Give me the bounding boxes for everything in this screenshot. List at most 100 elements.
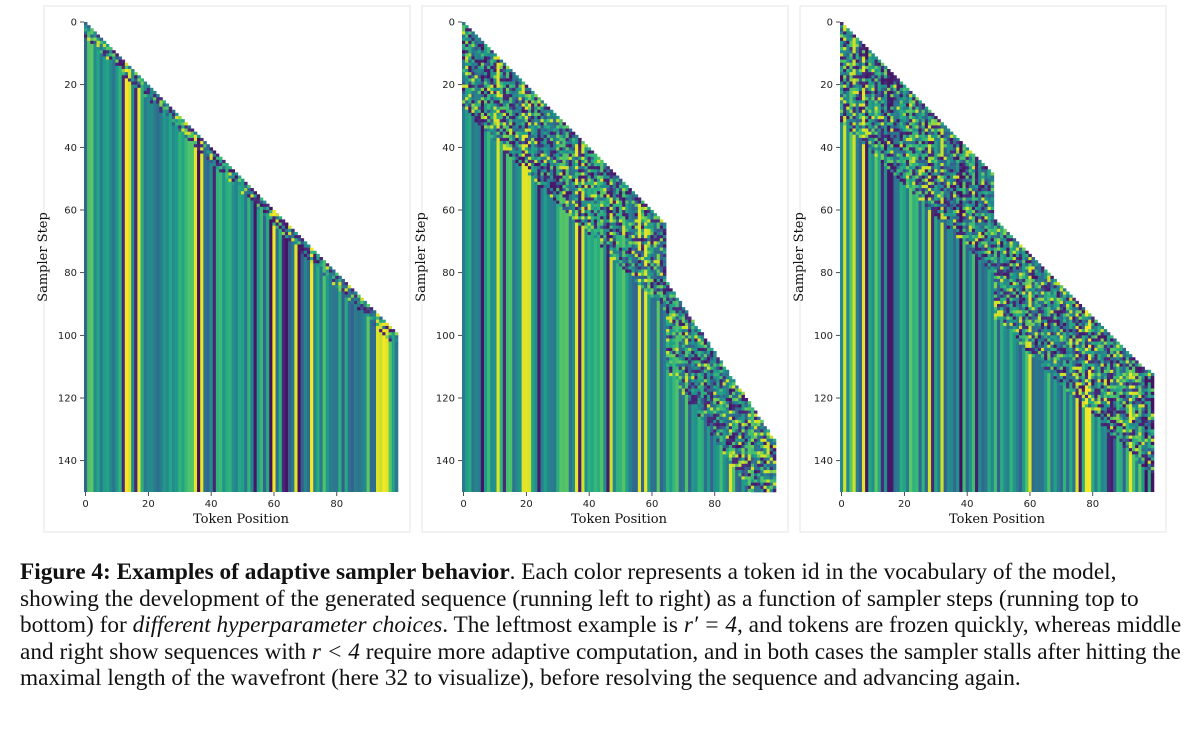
heatmap-cell bbox=[924, 197, 929, 201]
heatmap-cell bbox=[628, 219, 632, 223]
heatmap-cell bbox=[499, 116, 504, 120]
heatmap-cell bbox=[684, 313, 689, 317]
heatmap-cell bbox=[868, 144, 872, 148]
heatmap-cell bbox=[524, 134, 529, 139]
heatmap-cell bbox=[937, 200, 941, 205]
heatmap-column bbox=[666, 369, 670, 492]
heatmap-cell bbox=[546, 153, 551, 158]
heatmap-cell bbox=[493, 78, 497, 82]
heatmap-column bbox=[137, 90, 141, 493]
heatmap-cell bbox=[706, 385, 711, 389]
heatmap-cell bbox=[631, 200, 635, 205]
heatmap-cell bbox=[634, 231, 639, 236]
heatmap-cell bbox=[225, 172, 229, 176]
heatmap-cell bbox=[483, 122, 488, 126]
heatmap-cell bbox=[647, 260, 651, 264]
heatmap-cell bbox=[883, 78, 888, 82]
heatmap-cell bbox=[96, 40, 100, 45]
heatmap-cell bbox=[905, 131, 910, 136]
heatmap-cell bbox=[747, 466, 752, 471]
heatmap-cell bbox=[861, 78, 866, 82]
heatmap-cell bbox=[934, 166, 938, 170]
heatmap-cell bbox=[524, 169, 529, 173]
heatmap-cell bbox=[946, 137, 951, 142]
heatmap-cell bbox=[631, 191, 635, 195]
heatmap-cell bbox=[587, 191, 592, 195]
heatmap-cell bbox=[843, 97, 847, 101]
heatmap-cell bbox=[515, 144, 519, 148]
heatmap-cell bbox=[165, 103, 170, 107]
heatmap-cell bbox=[499, 81, 504, 85]
heatmap-cell bbox=[540, 172, 544, 176]
heatmap-cell bbox=[943, 147, 948, 151]
heatmap-column bbox=[281, 235, 286, 492]
heatmap-cell bbox=[728, 423, 733, 427]
heatmap-cell bbox=[874, 134, 878, 139]
heatmap-cell bbox=[940, 134, 944, 139]
heatmap-cell bbox=[937, 175, 941, 179]
heatmap-cell bbox=[546, 131, 551, 136]
heatmap-cell bbox=[883, 90, 888, 95]
heatmap-cell bbox=[760, 463, 764, 468]
heatmap-cell bbox=[893, 163, 897, 167]
heatmap-cell bbox=[890, 166, 894, 170]
heatmap-cell bbox=[143, 90, 148, 95]
heatmap-cell bbox=[940, 128, 944, 132]
heatmap-cell bbox=[121, 62, 126, 67]
heatmap-cell bbox=[722, 435, 727, 440]
heatmap-cell bbox=[672, 369, 676, 374]
heatmap-cell bbox=[515, 81, 519, 85]
heatmap-cell bbox=[678, 341, 683, 346]
heatmap-cell bbox=[612, 175, 617, 179]
heatmap-cell bbox=[515, 103, 519, 107]
heatmap-cell bbox=[943, 213, 948, 217]
heatmap-cell bbox=[865, 75, 869, 79]
heatmap-cell bbox=[959, 213, 963, 217]
heatmap-cell bbox=[706, 423, 711, 427]
heatmap-cell bbox=[499, 97, 504, 101]
heatmap-cell bbox=[209, 156, 214, 161]
heatmap-cell bbox=[647, 275, 651, 280]
heatmap-cell bbox=[531, 125, 535, 129]
heatmap-cell bbox=[369, 313, 374, 317]
heatmap-cell bbox=[747, 435, 752, 440]
heatmap-cell bbox=[927, 150, 932, 154]
heatmap-cell bbox=[956, 206, 960, 211]
heatmap-cell bbox=[896, 137, 900, 142]
heatmap-cell bbox=[597, 194, 601, 198]
heatmap-column bbox=[543, 191, 548, 492]
heatmap-cell bbox=[887, 163, 891, 167]
heatmap-cell bbox=[949, 166, 954, 170]
heatmap-cell bbox=[303, 247, 308, 252]
heatmap-cell bbox=[766, 466, 771, 471]
heatmap-cell bbox=[747, 457, 752, 461]
heatmap-cell bbox=[968, 200, 973, 205]
heatmap-cell bbox=[534, 163, 538, 167]
heatmap-cell bbox=[937, 156, 941, 161]
heatmap-cell bbox=[505, 122, 510, 126]
heatmap-cell bbox=[909, 150, 913, 154]
heatmap-cell bbox=[531, 172, 535, 176]
heatmap-cell bbox=[603, 222, 607, 226]
heatmap-cell bbox=[871, 69, 875, 73]
heatmap-cell bbox=[861, 103, 866, 107]
heatmap-cell bbox=[568, 200, 573, 205]
heatmap-cell bbox=[584, 178, 588, 183]
heatmap-cell bbox=[722, 379, 727, 383]
heatmap-cell bbox=[937, 131, 941, 136]
heatmap-cell bbox=[105, 53, 110, 57]
heatmap-cell bbox=[971, 169, 976, 173]
heatmap-cell bbox=[581, 172, 585, 176]
heatmap-cell bbox=[871, 97, 875, 101]
heatmap-cell bbox=[628, 197, 632, 201]
heatmap-cell bbox=[546, 184, 551, 189]
heatmap-cell bbox=[190, 137, 195, 142]
heatmap-cell bbox=[927, 153, 932, 158]
heatmap-cell bbox=[840, 40, 844, 45]
heatmap-cell bbox=[96, 43, 100, 48]
heatmap-cell bbox=[953, 206, 957, 211]
heatmap-cell bbox=[388, 332, 393, 336]
heatmap-cell bbox=[747, 432, 752, 436]
heatmap-cell bbox=[735, 407, 739, 411]
heatmap-cell bbox=[703, 369, 708, 374]
